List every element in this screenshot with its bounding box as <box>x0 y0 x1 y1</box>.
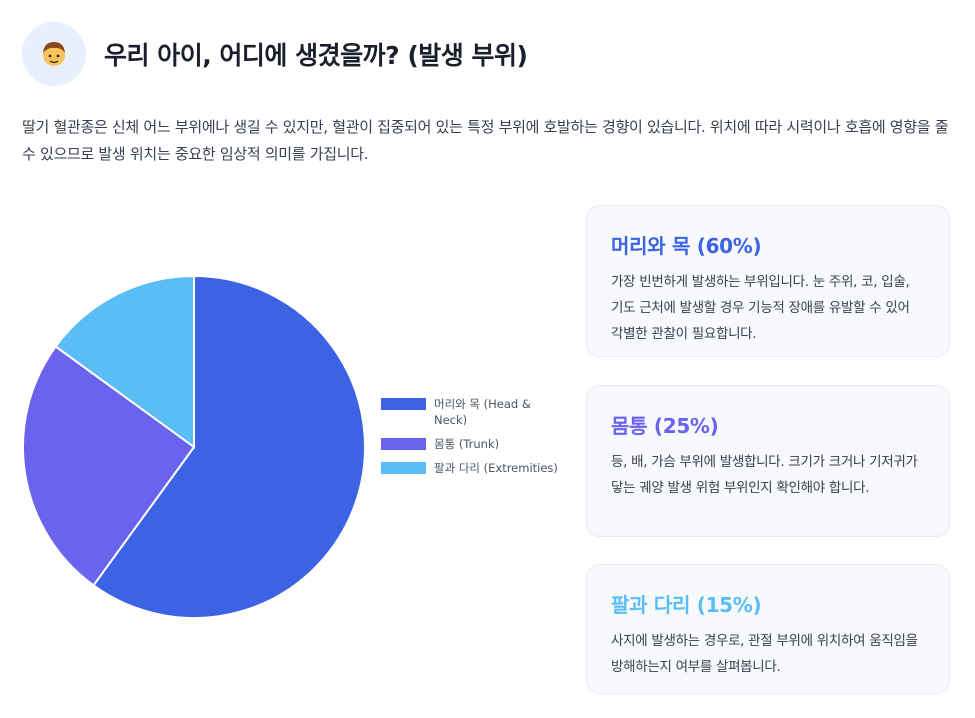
chart-legend: 머리와 목 (Head & Neck) 몸통 (Trunk) 팔과 다리 (Extr… <box>381 396 561 484</box>
legend-item: 팔과 다리 (Extremities) <box>381 460 561 476</box>
pie-slice-1 <box>22 345 196 587</box>
header: 우리 아이, 어디에 생겼을까? (발생 부위) <box>22 22 528 86</box>
intro-text: 딸기 혈관종은 신체 어느 부위에나 생길 수 있지만, 혈관이 집중되어 있는… <box>22 118 949 163</box>
legend-swatch <box>381 398 426 410</box>
legend-item: 몸통 (Trunk) <box>381 436 561 452</box>
card-title: 몸통 (25%) <box>611 414 719 438</box>
legend-swatch <box>381 438 426 450</box>
pie-slice-0 <box>92 274 366 619</box>
card-description: 가장 빈번하게 발생하는 부위입니다. 눈 주위, 코, 입술, 기도 근처에 … <box>611 274 910 342</box>
pie-chart-svg <box>22 274 366 619</box>
legend-label: 팔과 다리 (Extremities) <box>434 461 558 475</box>
legend-swatch <box>381 462 426 474</box>
card-trunk: 몸통 (25%) 등, 배, 가슴 부위에 발생합니다. 크기가 크거나 기저귀… <box>586 385 950 537</box>
page-title: 우리 아이, 어디에 생겼을까? (발생 부위) <box>104 41 528 70</box>
legend-item: 머리와 목 (Head & Neck) <box>381 396 561 428</box>
card-head-neck: 머리와 목 (60%) 가장 빈번하게 발생하는 부위입니다. 눈 주위, 코,… <box>586 205 950 357</box>
legend-label: 몸통 (Trunk) <box>434 437 500 451</box>
card-title: 머리와 목 (60%) <box>611 234 762 258</box>
legend-label: 머리와 목 (Head & Neck) <box>434 397 531 427</box>
pie-slice-2 <box>54 274 195 449</box>
card-title: 팔과 다리 (15%) <box>611 593 762 617</box>
boy-face-icon <box>22 22 86 86</box>
card-description: 등, 배, 가슴 부위에 발생합니다. 크기가 크거나 기저귀가 닿는 궤양 발… <box>611 454 918 496</box>
pie-chart: 머리와 목 (Head & Neck) 몸통 (Trunk) 팔과 다리 (Extr… <box>0 260 570 640</box>
card-extremities: 팔과 다리 (15%) 사지에 발생하는 경우로, 관절 부위에 위치하여 움직… <box>586 564 950 694</box>
card-description: 사지에 발생하는 경우로, 관절 부위에 위치하여 움직임을 방해하는지 여부를… <box>611 633 918 675</box>
